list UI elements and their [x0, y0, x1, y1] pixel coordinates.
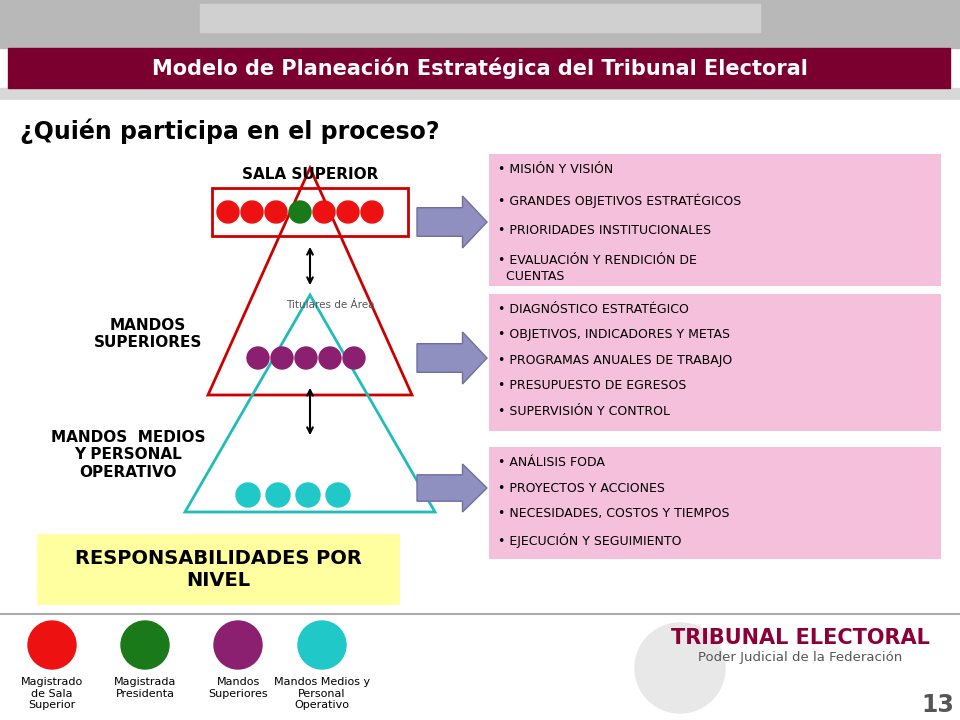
Circle shape — [265, 201, 287, 223]
Text: • PRIORIDADES INSTITUCIONALES: • PRIORIDADES INSTITUCIONALES — [498, 224, 711, 237]
Text: • EVALUACIÓN Y RENDICIÓN DE
  CUENTAS: • EVALUACIÓN Y RENDICIÓN DE CUENTAS — [498, 254, 697, 282]
Polygon shape — [417, 464, 487, 512]
Circle shape — [121, 621, 169, 669]
Bar — [38, 535, 398, 603]
Text: • OBJETIVOS, INDICADORES Y METAS: • OBJETIVOS, INDICADORES Y METAS — [498, 328, 730, 341]
Text: Magistrada
Presidenta: Magistrada Presidenta — [114, 677, 177, 698]
Text: • EJECUCIÓN Y SEGUIMIENTO: • EJECUCIÓN Y SEGUIMIENTO — [498, 533, 682, 547]
Text: Mandos
Superiores: Mandos Superiores — [208, 677, 268, 698]
Text: • MISIÓN Y VISIÓN: • MISIÓN Y VISIÓN — [498, 163, 613, 176]
Circle shape — [271, 347, 293, 369]
Circle shape — [635, 623, 725, 713]
Circle shape — [266, 483, 290, 507]
Circle shape — [236, 483, 260, 507]
Circle shape — [217, 201, 239, 223]
Text: Mandos Medios y
Personal
Operativo: Mandos Medios y Personal Operativo — [274, 677, 370, 710]
Text: Magistrado
de Sala
Superior: Magistrado de Sala Superior — [21, 677, 84, 710]
Text: • NECESIDADES, COSTOS Y TIEMPOS: • NECESIDADES, COSTOS Y TIEMPOS — [498, 507, 730, 520]
Text: • GRANDES OBJETIVOS ESTRATÉGICOS: • GRANDES OBJETIVOS ESTRATÉGICOS — [498, 194, 741, 208]
Text: • PROGRAMAS ANUALES DE TRABAJO: • PROGRAMAS ANUALES DE TRABAJO — [498, 354, 732, 366]
Text: • SUPERVISIÓN Y CONTROL: • SUPERVISIÓN Y CONTROL — [498, 405, 670, 418]
Bar — [8, 48, 950, 88]
Circle shape — [326, 483, 350, 507]
Text: MANDOS  MEDIOS
Y PERSONAL
OPERATIVO: MANDOS MEDIOS Y PERSONAL OPERATIVO — [51, 430, 205, 480]
Circle shape — [298, 621, 346, 669]
Text: • PRESUPUESTO DE EGRESOS: • PRESUPUESTO DE EGRESOS — [498, 379, 686, 392]
Circle shape — [319, 347, 341, 369]
Text: RESPONSABILIDADES POR
NIVEL: RESPONSABILIDADES POR NIVEL — [75, 549, 361, 590]
Bar — [0, 0, 960, 48]
Text: SALA SUPERIOR: SALA SUPERIOR — [242, 167, 378, 182]
Text: • ANÁLISIS FODA: • ANÁLISIS FODA — [498, 456, 605, 469]
Circle shape — [295, 347, 317, 369]
Circle shape — [289, 201, 311, 223]
Bar — [0, 100, 960, 610]
Circle shape — [343, 347, 365, 369]
Circle shape — [337, 201, 359, 223]
Polygon shape — [417, 196, 487, 248]
Text: ¿Quién participa en el proceso?: ¿Quién participa en el proceso? — [20, 118, 440, 143]
Circle shape — [361, 201, 383, 223]
Bar — [200, 4, 760, 32]
Text: TRIBUNAL ELECTORAL: TRIBUNAL ELECTORAL — [671, 628, 929, 648]
Circle shape — [313, 201, 335, 223]
Polygon shape — [417, 332, 487, 384]
Bar — [0, 614, 960, 720]
Bar — [212, 188, 408, 236]
Bar — [490, 295, 940, 430]
Circle shape — [247, 347, 269, 369]
Bar — [0, 88, 960, 100]
Text: Titulares de Área: Titulares de Área — [286, 300, 374, 310]
Text: MANDOS
SUPERIORES: MANDOS SUPERIORES — [94, 318, 203, 351]
Bar — [490, 155, 940, 285]
Circle shape — [28, 621, 76, 669]
Text: • PROYECTOS Y ACCIONES: • PROYECTOS Y ACCIONES — [498, 482, 665, 495]
Circle shape — [296, 483, 320, 507]
Text: 13: 13 — [922, 693, 954, 717]
Text: Modelo de Planeación Estratégica del Tribunal Electoral: Modelo de Planeación Estratégica del Tri… — [152, 58, 808, 78]
Text: • DIAGNÓSTICO ESTRATÉGICO: • DIAGNÓSTICO ESTRATÉGICO — [498, 303, 689, 316]
Circle shape — [241, 201, 263, 223]
Bar — [490, 448, 940, 558]
Text: Poder Judicial de la Federación: Poder Judicial de la Federación — [698, 652, 902, 665]
Circle shape — [214, 621, 262, 669]
